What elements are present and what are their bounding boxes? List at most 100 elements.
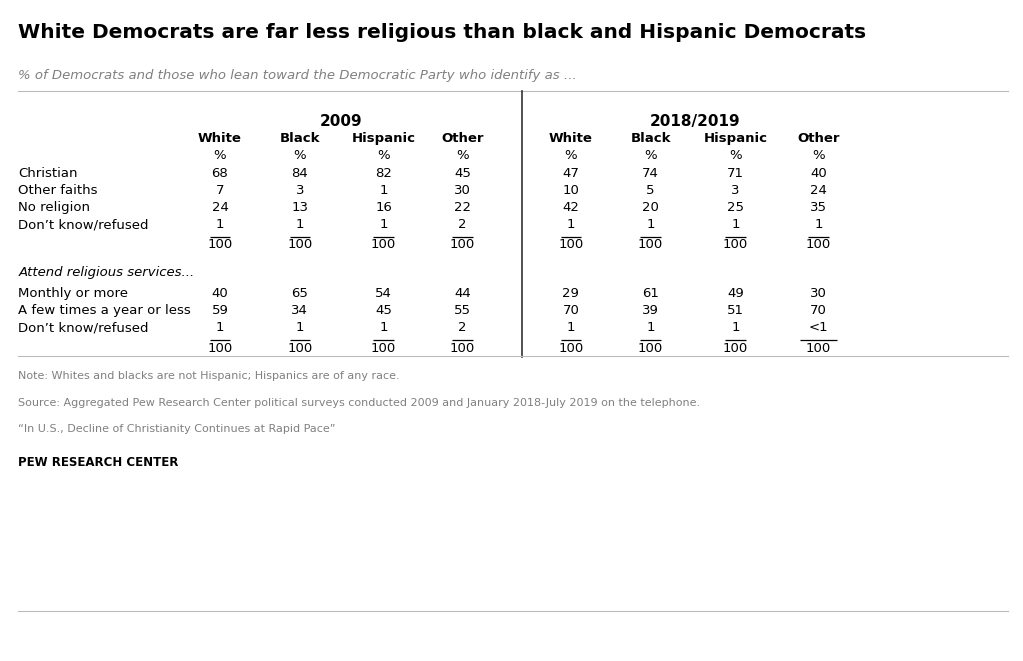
Text: 40: 40: [810, 167, 827, 180]
Text: 16: 16: [375, 201, 392, 214]
Text: %: %: [812, 149, 825, 162]
Text: 39: 39: [642, 304, 659, 317]
Text: 1: 1: [380, 321, 388, 334]
Text: 44: 44: [454, 287, 471, 300]
Text: 2009: 2009: [320, 114, 362, 129]
Text: 70: 70: [810, 304, 827, 317]
Text: 100: 100: [287, 238, 312, 251]
Text: 1: 1: [567, 321, 575, 334]
Text: 65: 65: [292, 287, 308, 300]
Text: Other: Other: [797, 132, 840, 145]
Text: %: %: [644, 149, 657, 162]
Text: Other faiths: Other faiths: [18, 184, 98, 197]
Text: 3: 3: [731, 184, 740, 197]
Text: White Democrats are far less religious than black and Hispanic Democrats: White Democrats are far less religious t…: [18, 23, 866, 42]
Text: 1: 1: [814, 218, 822, 231]
Text: 29: 29: [563, 287, 579, 300]
Text: 100: 100: [208, 238, 232, 251]
Text: 100: 100: [638, 342, 663, 355]
Text: 5: 5: [647, 184, 655, 197]
Text: Other: Other: [441, 132, 484, 145]
Text: Hispanic: Hispanic: [352, 132, 415, 145]
Text: 47: 47: [563, 167, 579, 180]
Text: Christian: Christian: [18, 167, 78, 180]
Text: Black: Black: [279, 132, 320, 145]
Text: 100: 100: [371, 342, 396, 355]
Text: 42: 42: [563, 201, 579, 214]
Text: <1: <1: [808, 321, 829, 334]
Text: 1: 1: [216, 218, 224, 231]
Text: 100: 100: [806, 342, 831, 355]
Text: 100: 100: [450, 342, 475, 355]
Text: 40: 40: [212, 287, 228, 300]
Text: Black: Black: [630, 132, 671, 145]
Text: %: %: [294, 149, 306, 162]
Text: 1: 1: [567, 218, 575, 231]
Text: 30: 30: [454, 184, 471, 197]
Text: 84: 84: [292, 167, 308, 180]
Text: 51: 51: [727, 304, 744, 317]
Text: 34: 34: [292, 304, 308, 317]
Text: Source: Aggregated Pew Research Center political surveys conducted 2009 and Janu: Source: Aggregated Pew Research Center p…: [18, 398, 701, 408]
Text: 45: 45: [375, 304, 392, 317]
Text: Monthly or more: Monthly or more: [18, 287, 129, 300]
Text: 7: 7: [216, 184, 224, 197]
Text: No religion: No religion: [18, 201, 90, 214]
Text: 22: 22: [454, 201, 471, 214]
Text: 2: 2: [458, 321, 466, 334]
Text: Hispanic: Hispanic: [704, 132, 767, 145]
Text: %: %: [377, 149, 390, 162]
Text: Don’t know/refused: Don’t know/refused: [18, 321, 149, 334]
Text: %: %: [214, 149, 226, 162]
Text: 70: 70: [563, 304, 579, 317]
Text: 100: 100: [559, 238, 583, 251]
Text: Attend religious services...: Attend religious services...: [18, 266, 194, 279]
Text: 35: 35: [810, 201, 827, 214]
Text: White: White: [198, 132, 241, 145]
Text: 100: 100: [723, 342, 748, 355]
Text: 74: 74: [642, 167, 659, 180]
Text: 55: 55: [454, 304, 471, 317]
Text: 13: 13: [292, 201, 308, 214]
Text: 45: 45: [454, 167, 471, 180]
Text: PEW RESEARCH CENTER: PEW RESEARCH CENTER: [18, 456, 179, 469]
Text: 100: 100: [559, 342, 583, 355]
Text: 1: 1: [216, 321, 224, 334]
Text: 25: 25: [727, 201, 744, 214]
Text: 1: 1: [380, 184, 388, 197]
Text: 1: 1: [647, 321, 655, 334]
Text: 100: 100: [208, 342, 232, 355]
Text: 100: 100: [638, 238, 663, 251]
Text: Don’t know/refused: Don’t know/refused: [18, 218, 149, 231]
Text: 100: 100: [371, 238, 396, 251]
Text: 100: 100: [287, 342, 312, 355]
Text: 2018/2019: 2018/2019: [650, 114, 740, 129]
Text: 1: 1: [731, 218, 740, 231]
Text: 1: 1: [296, 321, 304, 334]
Text: 1: 1: [647, 218, 655, 231]
Text: 24: 24: [212, 201, 228, 214]
Text: 61: 61: [642, 287, 659, 300]
Text: 2: 2: [458, 218, 466, 231]
Text: 59: 59: [212, 304, 228, 317]
Text: %: %: [565, 149, 577, 162]
Text: A few times a year or less: A few times a year or less: [18, 304, 191, 317]
Text: 82: 82: [375, 167, 392, 180]
Text: 100: 100: [450, 238, 475, 251]
Text: 3: 3: [296, 184, 304, 197]
Text: 68: 68: [212, 167, 228, 180]
Text: 100: 100: [723, 238, 748, 251]
Text: 30: 30: [810, 287, 827, 300]
Text: White: White: [549, 132, 592, 145]
Text: Note: Whites and blacks are not Hispanic; Hispanics are of any race.: Note: Whites and blacks are not Hispanic…: [18, 371, 400, 381]
Text: 10: 10: [563, 184, 579, 197]
Text: “In U.S., Decline of Christianity Continues at Rapid Pace”: “In U.S., Decline of Christianity Contin…: [18, 424, 336, 434]
Text: 71: 71: [727, 167, 744, 180]
Text: 1: 1: [380, 218, 388, 231]
Text: 49: 49: [727, 287, 744, 300]
Text: 24: 24: [810, 184, 827, 197]
Text: 54: 54: [375, 287, 392, 300]
Text: 20: 20: [642, 201, 659, 214]
Text: 1: 1: [731, 321, 740, 334]
Text: %: %: [729, 149, 742, 162]
